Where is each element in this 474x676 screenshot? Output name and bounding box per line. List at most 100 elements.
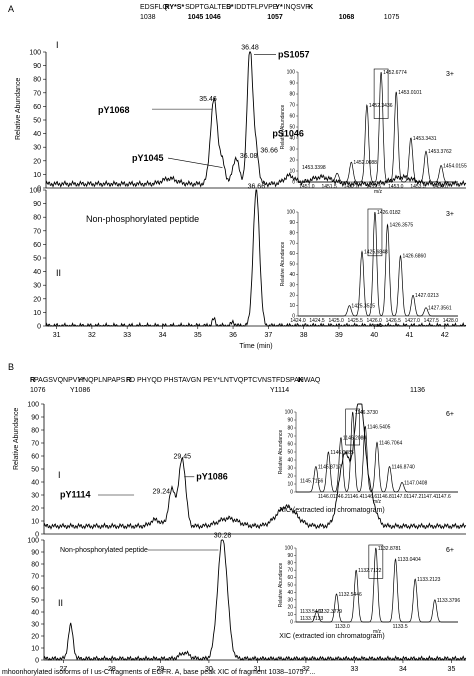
inset-y-label: Relative Abundance: [278, 430, 284, 475]
inset-y-tick-label: 10: [289, 303, 295, 309]
trace-line: [45, 189, 467, 327]
inset-extra-label: 1145.7156: [300, 478, 323, 484]
inset-x-tick-label: 1426.0: [367, 318, 383, 324]
inset-x-tick-label: 1452.5: [366, 184, 382, 190]
inset-peak-label: 1426.6860: [402, 254, 426, 260]
x-tick-label: 39: [335, 332, 343, 339]
x-tick-label: 31: [53, 332, 61, 339]
sequence-b-number: Y1086: [70, 387, 90, 394]
inset-x-tick-label: 1454.0: [433, 184, 449, 190]
y-tick-label: 60: [33, 104, 41, 111]
annotation-py1068: pY1068: [98, 105, 130, 115]
inset-peak-label: 1425.3515: [351, 304, 375, 310]
inset-y-tick-label: 20: [289, 293, 295, 299]
y-tick-label: 60: [31, 586, 39, 593]
y-tick-label: 20: [31, 634, 39, 641]
sequence-a-part: Y*: [275, 4, 283, 11]
inset-peak-label: 1452.6774: [383, 70, 407, 76]
inset-peak-label: 1453.0101: [398, 90, 422, 96]
mass-spectrum-A-II-inset: 0 10 20 30 40 50 60 70 80 90 100 1424.0 1424.5 1425.0…: [280, 208, 459, 329]
y-tick-label: 30: [33, 283, 41, 290]
inset-y-tick-label: 10: [287, 482, 293, 488]
sequence-b-number: 1076: [30, 387, 46, 394]
inset-peak-label: 1132.5446: [339, 592, 362, 598]
inset-x-tick-label: 1453.5: [410, 184, 426, 190]
inset-y-tick-label: 70: [287, 434, 293, 440]
x-tick-label: 40: [370, 332, 378, 339]
inset-spectrum: [298, 211, 458, 317]
inset-y-tick-label: 70: [287, 568, 293, 574]
annotation-py1045: pY1045: [132, 153, 164, 163]
sequence-b-part: D PHYQD PHSTAVGN PEY*LNTVQPTCVNSTFDSPAHW…: [130, 377, 321, 384]
inset-peak-label: 1146.3730: [355, 410, 378, 416]
inset-y-tick-label: 30: [289, 282, 295, 288]
inset-peak-label: 1453.3431: [413, 136, 437, 142]
y-tick-label: 80: [33, 215, 41, 222]
inset-y-tick-label: 0: [292, 180, 295, 186]
inset-peak-label: 1132.3779: [319, 609, 342, 615]
inset-y-tick-label: 80: [287, 560, 293, 566]
inset-y-tick-label: 60: [287, 442, 293, 448]
y-tick-label: 0: [37, 324, 41, 331]
y-tick-label: 20: [33, 158, 41, 165]
y-tick-label: 80: [33, 77, 41, 84]
x-tick-label: 32: [302, 666, 310, 673]
sequence-a-part: EDSFLQ: [140, 4, 169, 11]
inset-x-tick-label: 1425.5: [347, 318, 363, 324]
inset-y-tick-label: 10: [287, 612, 293, 618]
inset-x-tick-label: 1428.0: [443, 318, 459, 324]
inset-peak-label: 1133.0404: [398, 557, 421, 563]
y-tick-label: 70: [33, 90, 41, 97]
x-tick-label: 31: [254, 666, 262, 673]
inset-x-label: m/z: [374, 189, 383, 195]
inset-y-tick-label: 10: [289, 169, 295, 175]
annotation-nonphospho-b: Non-phosphorylated peptide: [60, 547, 148, 554]
inset-x-tick-label: 1451.0: [299, 184, 315, 190]
inset-peak-label: 1146.8740: [392, 464, 415, 470]
inset-y-tick-label: 20: [289, 158, 295, 164]
inset-y-tick-label: 20: [287, 474, 293, 480]
inset-peak-label: 1132.7122: [358, 568, 381, 574]
annotation-py1114: pY1114: [60, 490, 91, 500]
inset-x-tick-label: 1147.4: [421, 494, 436, 500]
inset-y-tick-label: 60: [287, 575, 293, 581]
inset-y-tick-label: 30: [287, 466, 293, 472]
y-tick-label: 0: [35, 658, 39, 665]
peak-label: 29.45: [173, 454, 191, 461]
inset-y-tick-label: 40: [287, 590, 293, 596]
inset-y-tick-label: 100: [287, 70, 296, 76]
sequence-a-number: 1068: [339, 14, 355, 21]
y-tick-label: 60: [33, 242, 41, 249]
peak-label: 36.08: [240, 153, 258, 160]
roman-label-a-ii: II: [56, 268, 61, 278]
y-tick-label: 50: [31, 467, 39, 474]
inset-y-tick-label: 90: [287, 418, 293, 424]
y-tick-label: 10: [31, 646, 39, 653]
charge-state: 3+: [446, 71, 454, 78]
y-axis-label: Relative Abundance: [15, 78, 22, 140]
inset-x-tick-label: 1147.2: [406, 494, 421, 500]
sequence-b-part: K: [298, 377, 303, 384]
inset-y-tick-label: 50: [287, 450, 293, 456]
xic-note: XIC (extracted ion chromatogram): [279, 507, 384, 514]
x-tick-label: 30: [205, 666, 213, 673]
charge-state: 3+: [446, 211, 454, 218]
sequence-a-part: K: [308, 4, 313, 11]
peak-label: 36.66: [260, 148, 278, 155]
x-tick-label: 34: [399, 666, 407, 673]
inset-peak-label: 1146.2080: [343, 436, 366, 442]
inset-y-tick-label: 60: [289, 114, 295, 120]
y-tick-label: 0: [37, 186, 41, 193]
x-tick-label: 29: [157, 666, 165, 673]
inset-y-tick-label: 70: [289, 241, 295, 247]
mass-spectrum-A-I-inset: 0 10 20 30 40 50 60 70 80 90 100 1451.0 1451.5 1452.0…: [280, 68, 467, 195]
inset-extra-label: 1453.3398: [302, 165, 326, 171]
y-tick-label: 80: [31, 428, 39, 435]
inset-peak-label: 1146.7064: [379, 440, 402, 446]
y-tick-label: 40: [33, 269, 41, 276]
y-tick-label: 10: [31, 519, 39, 526]
trace-line: [43, 403, 467, 530]
